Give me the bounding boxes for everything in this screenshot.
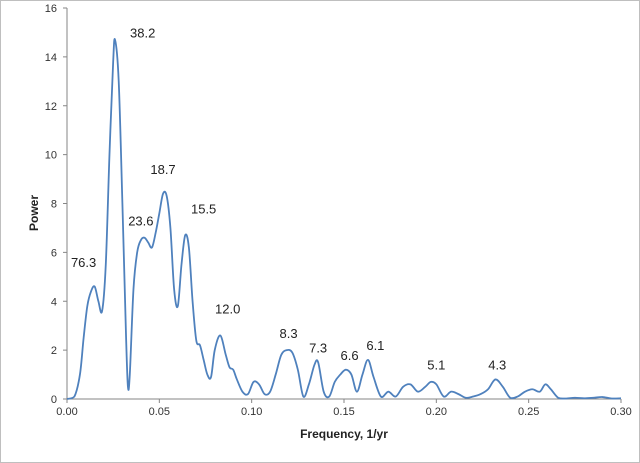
y-tick-label: 12 bbox=[45, 101, 57, 113]
x-tick-label: 0.15 bbox=[333, 406, 354, 418]
axes bbox=[63, 7, 622, 403]
plot-area bbox=[66, 38, 622, 400]
power-series-line bbox=[66, 38, 622, 400]
peak-period-label: 8.3 bbox=[280, 326, 298, 341]
y-tick-label: 16 bbox=[45, 3, 57, 15]
x-tick-label: 0.05 bbox=[149, 406, 170, 418]
y-tick-label: 8 bbox=[51, 199, 57, 211]
x-axis-title: Frequency, 1/yr bbox=[300, 427, 388, 441]
y-tick-label: 14 bbox=[45, 52, 57, 64]
peak-period-label: 38.2 bbox=[130, 25, 155, 40]
y-tick-label: 0 bbox=[51, 394, 57, 406]
y-tick-label: 4 bbox=[51, 296, 57, 308]
x-tick-label: 0.25 bbox=[518, 406, 539, 418]
x-tick-label: 0.10 bbox=[241, 406, 262, 418]
peak-period-label: 5.1 bbox=[427, 358, 445, 373]
peak-labels: 76.3 38.2 23.6 18.7 15.5 12.0 8.3 7.3 6.6 6.1 5.1 4… bbox=[71, 25, 506, 372]
x-tick-label: 0.00 bbox=[56, 406, 77, 418]
y-tick-label: 6 bbox=[51, 247, 57, 259]
y-tick-label: 2 bbox=[51, 345, 57, 357]
peak-period-label: 6.6 bbox=[341, 348, 359, 363]
peak-period-label: 12.0 bbox=[215, 301, 240, 316]
x-tick-label: 0.30 bbox=[610, 406, 631, 418]
peak-period-label: 18.7 bbox=[150, 162, 175, 177]
peak-period-label: 7.3 bbox=[309, 341, 327, 356]
peak-period-label: 76.3 bbox=[71, 255, 96, 270]
tick-labels: 0.00 0.05 0.10 0.15 0.20 0.25 0.30 0 2 4 6 8 10 12 14 1… bbox=[45, 3, 632, 418]
y-axis-title: Power bbox=[27, 195, 41, 231]
peak-period-label: 23.6 bbox=[128, 213, 153, 228]
peak-period-label: 6.1 bbox=[366, 338, 384, 353]
x-tick-label: 0.20 bbox=[426, 406, 447, 418]
peak-period-label: 4.3 bbox=[488, 358, 506, 373]
peak-period-label: 15.5 bbox=[191, 201, 216, 216]
y-tick-label: 10 bbox=[45, 150, 57, 162]
